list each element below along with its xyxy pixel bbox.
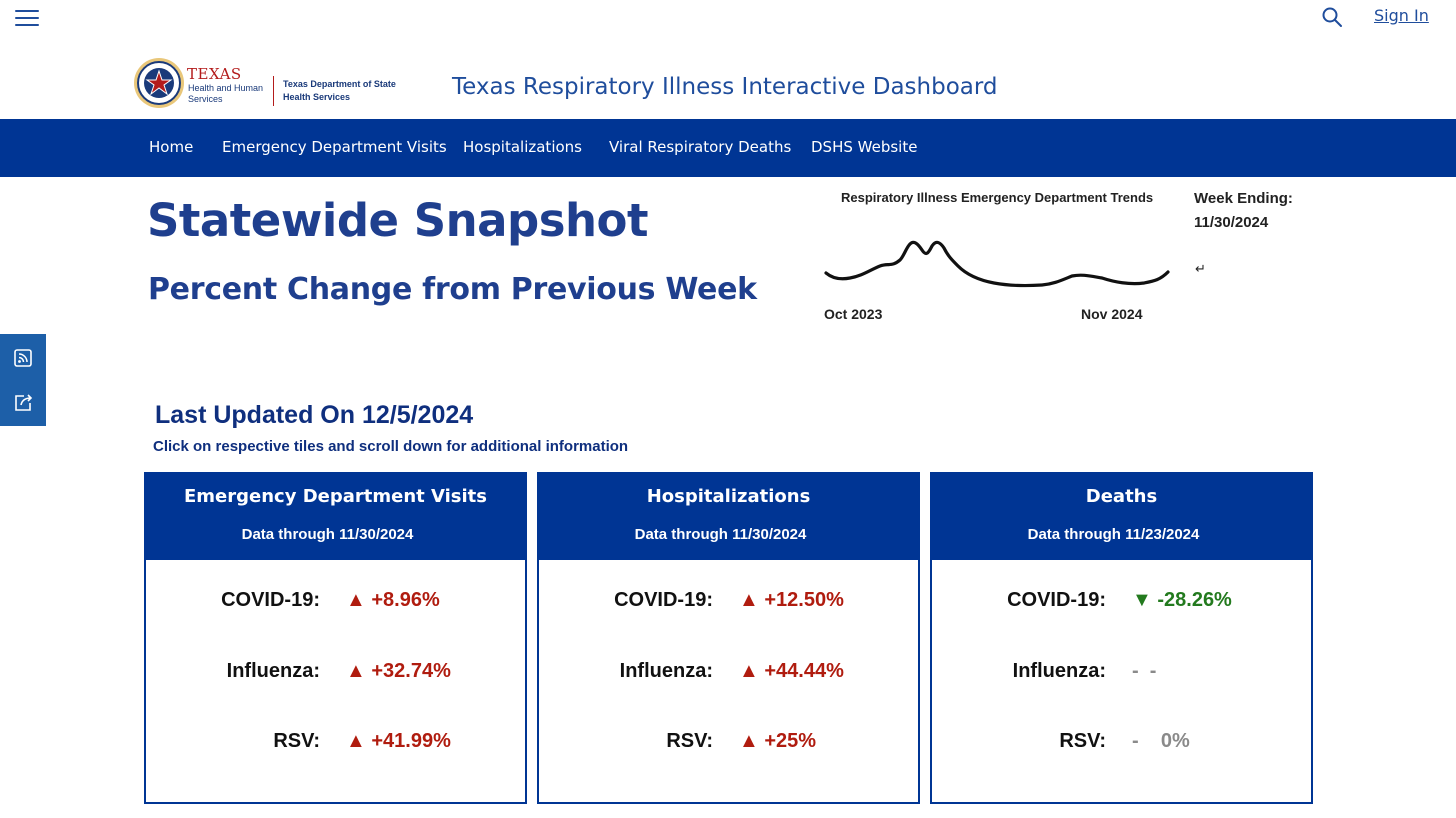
week-ending-label: Week Ending: 11/30/2024 bbox=[1194, 190, 1293, 231]
trend-sparkline bbox=[824, 240, 1170, 288]
brand-logo[interactable]: TEXAS Health and Human Services Texas De… bbox=[133, 57, 403, 111]
row-label: Influenza: bbox=[226, 660, 320, 682]
tile-row-rsv: RSV: ▲ +25% bbox=[539, 730, 918, 756]
tile-data-through: Data through 11/23/2024 bbox=[1027, 526, 1200, 543]
snapshot-subtitle: Percent Change from Previous Week bbox=[148, 272, 757, 307]
nav-item-emergency-department-visits[interactable]: Emergency Department Visits bbox=[222, 138, 447, 156]
share-icon[interactable] bbox=[12, 392, 34, 414]
side-share-rail bbox=[0, 334, 46, 426]
tile-deaths[interactable]: Deaths Data through 11/23/2024 COVID-19:… bbox=[930, 472, 1313, 804]
tile-data-through: Data through 11/30/2024 bbox=[241, 526, 414, 543]
texas-seal-logo bbox=[133, 57, 185, 109]
row-label: RSV: bbox=[1059, 730, 1106, 752]
tile-row-covid: COVID-19: ▲ +12.50% bbox=[539, 589, 918, 615]
row-label: COVID-19: bbox=[614, 589, 713, 611]
row-value: ▲ +32.74% bbox=[346, 660, 451, 682]
row-value: ▲ +12.50% bbox=[739, 589, 844, 611]
tile-title: Deaths bbox=[1085, 486, 1158, 507]
trend-line bbox=[824, 240, 1170, 288]
tile-row-rsv: RSV: ▲ +41.99% bbox=[146, 730, 525, 756]
snapshot-title: Statewide Snapshot bbox=[147, 194, 649, 247]
hamburger-menu-icon[interactable] bbox=[15, 6, 39, 28]
trend-axis-end: Nov 2024 bbox=[1081, 306, 1143, 322]
brand-dshs-text: Texas Department of State Health Service… bbox=[283, 79, 396, 102]
nav-item-viral-respiratory-deaths[interactable]: Viral Respiratory Deaths bbox=[609, 138, 792, 156]
row-label: RSV: bbox=[273, 730, 320, 752]
row-value: ▲ +41.99% bbox=[346, 730, 451, 752]
rss-feed-icon[interactable] bbox=[12, 347, 34, 369]
brand-divider bbox=[273, 76, 274, 106]
tile-hospitalizations[interactable]: Hospitalizations Data through 11/30/2024… bbox=[537, 472, 920, 804]
row-value: ▲ +8.96% bbox=[346, 589, 440, 611]
search-icon[interactable] bbox=[1321, 6, 1343, 28]
row-label: RSV: bbox=[666, 730, 713, 752]
trend-chart-title: Respiratory Illness Emergency Department… bbox=[841, 190, 1154, 205]
row-label: COVID-19: bbox=[1007, 589, 1106, 611]
row-value: ▼ -28.26% bbox=[1132, 589, 1232, 611]
tile-data-through: Data through 11/30/2024 bbox=[634, 526, 807, 543]
tile-header: Hospitalizations Data through 11/30/2024 bbox=[539, 474, 918, 560]
row-value: - 0% bbox=[1132, 730, 1190, 752]
tile-header: Deaths Data through 11/23/2024 bbox=[932, 474, 1311, 560]
instruction-text: Click on respective tiles and scroll dow… bbox=[153, 438, 629, 455]
row-label: Influenza: bbox=[1012, 660, 1106, 682]
row-label: Influenza: bbox=[619, 660, 713, 682]
site-title: Texas Respiratory Illness Interactive Da… bbox=[452, 74, 998, 100]
top-utility-bar: Sign In bbox=[0, 0, 1456, 40]
nav-item-home[interactable]: Home bbox=[149, 138, 194, 156]
tile-row-influenza: Influenza: ▲ +44.44% bbox=[539, 660, 918, 686]
trend-axis-start: Oct 2023 bbox=[824, 306, 883, 322]
row-value: ▲ +25% bbox=[739, 730, 817, 752]
row-value: - - bbox=[1132, 660, 1157, 682]
tile-title: Emergency Department Visits bbox=[183, 486, 487, 507]
row-value: ▲ +44.44% bbox=[739, 660, 844, 682]
last-updated-heading: Last Updated On 12/5/2024 bbox=[155, 401, 474, 429]
nav-item-dshs-website[interactable]: DSHS Website bbox=[811, 138, 918, 156]
sign-in-link[interactable]: Sign In bbox=[1374, 6, 1429, 25]
tile-row-covid: COVID-19: ▲ +8.96% bbox=[146, 589, 525, 615]
brand-hhs-text: Health and Human Services bbox=[188, 83, 264, 104]
row-label: COVID-19: bbox=[221, 589, 320, 611]
tile-row-rsv: RSV: - 0% bbox=[932, 730, 1311, 756]
tile-emergency-department-visits[interactable]: Emergency Department Visits Data through… bbox=[144, 472, 527, 804]
brand-texas-text: TEXAS bbox=[187, 65, 242, 83]
tile-title: Hospitalizations bbox=[646, 486, 811, 507]
tile-row-influenza: Influenza: - - bbox=[932, 660, 1311, 686]
nav-item-hospitalizations[interactable]: Hospitalizations bbox=[463, 138, 582, 156]
tile-header: Emergency Department Visits Data through… bbox=[146, 474, 525, 560]
tile-row-influenza: Influenza: ▲ +32.74% bbox=[146, 660, 525, 686]
tile-row-covid: COVID-19: ▼ -28.26% bbox=[932, 589, 1311, 615]
return-glyph: ↵ bbox=[1195, 262, 1206, 277]
main-nav: Home Emergency Department Visits Hospita… bbox=[0, 119, 1456, 177]
